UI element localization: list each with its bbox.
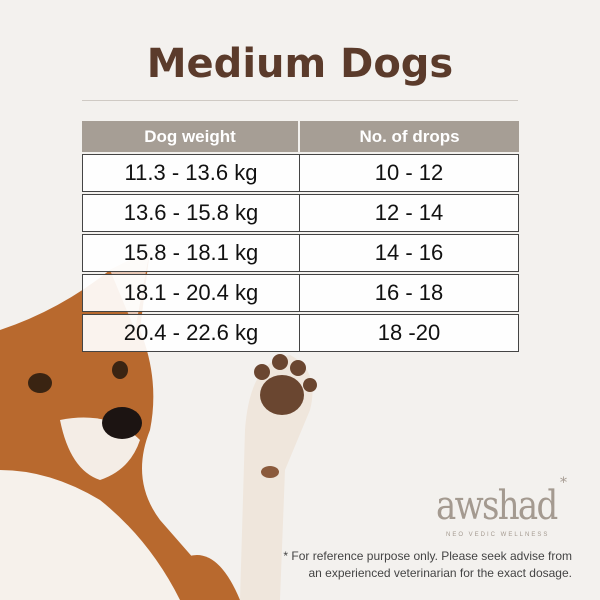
table-row: 18.1 - 20.4 kg 16 - 18 bbox=[82, 274, 519, 312]
page-title: Medium Dogs bbox=[146, 41, 454, 87]
drops-cell: 12 - 14 bbox=[300, 194, 519, 232]
header-drops: No. of drops bbox=[300, 121, 519, 152]
weight-cell: 11.3 - 13.6 kg bbox=[82, 154, 300, 192]
table-row: 13.6 - 15.8 kg 12 - 14 bbox=[82, 194, 519, 232]
dosage-table: Dog weight No. of drops 11.3 - 13.6 kg 10… bbox=[82, 119, 519, 354]
weight-cell: 15.8 - 18.1 kg bbox=[82, 234, 300, 272]
drops-cell: 10 - 12 bbox=[300, 154, 519, 192]
brand-tagline: NEO VEDIC WELLNESS bbox=[446, 532, 550, 538]
drops-cell: 14 - 16 bbox=[300, 234, 519, 272]
header-dog-weight: Dog weight bbox=[82, 121, 300, 152]
brand-name: awshad bbox=[436, 483, 558, 529]
table-row: 11.3 - 13.6 kg 10 - 12 bbox=[82, 154, 519, 192]
drops-cell: 16 - 18 bbox=[300, 274, 519, 312]
weight-cell: 18.1 - 20.4 kg bbox=[82, 274, 300, 312]
disclaimer-line-1: * For reference purpose only. Please see… bbox=[283, 549, 572, 563]
weight-cell: 20.4 - 22.6 kg bbox=[82, 314, 300, 352]
asterisk-icon: * bbox=[560, 475, 567, 491]
disclaimer: * For reference purpose only. Please see… bbox=[283, 548, 572, 582]
table-row: 20.4 - 22.6 kg 18 -20 bbox=[82, 314, 519, 352]
table-header-row: Dog weight No. of drops bbox=[82, 121, 519, 152]
divider bbox=[82, 100, 518, 101]
brand-logo: awshad * bbox=[436, 476, 578, 529]
weight-cell: 13.6 - 15.8 kg bbox=[82, 194, 300, 232]
drops-cell: 18 -20 bbox=[300, 314, 519, 352]
disclaimer-line-2: an experienced veterinarian for the exac… bbox=[308, 566, 572, 580]
table-row: 15.8 - 18.1 kg 14 - 16 bbox=[82, 234, 519, 272]
